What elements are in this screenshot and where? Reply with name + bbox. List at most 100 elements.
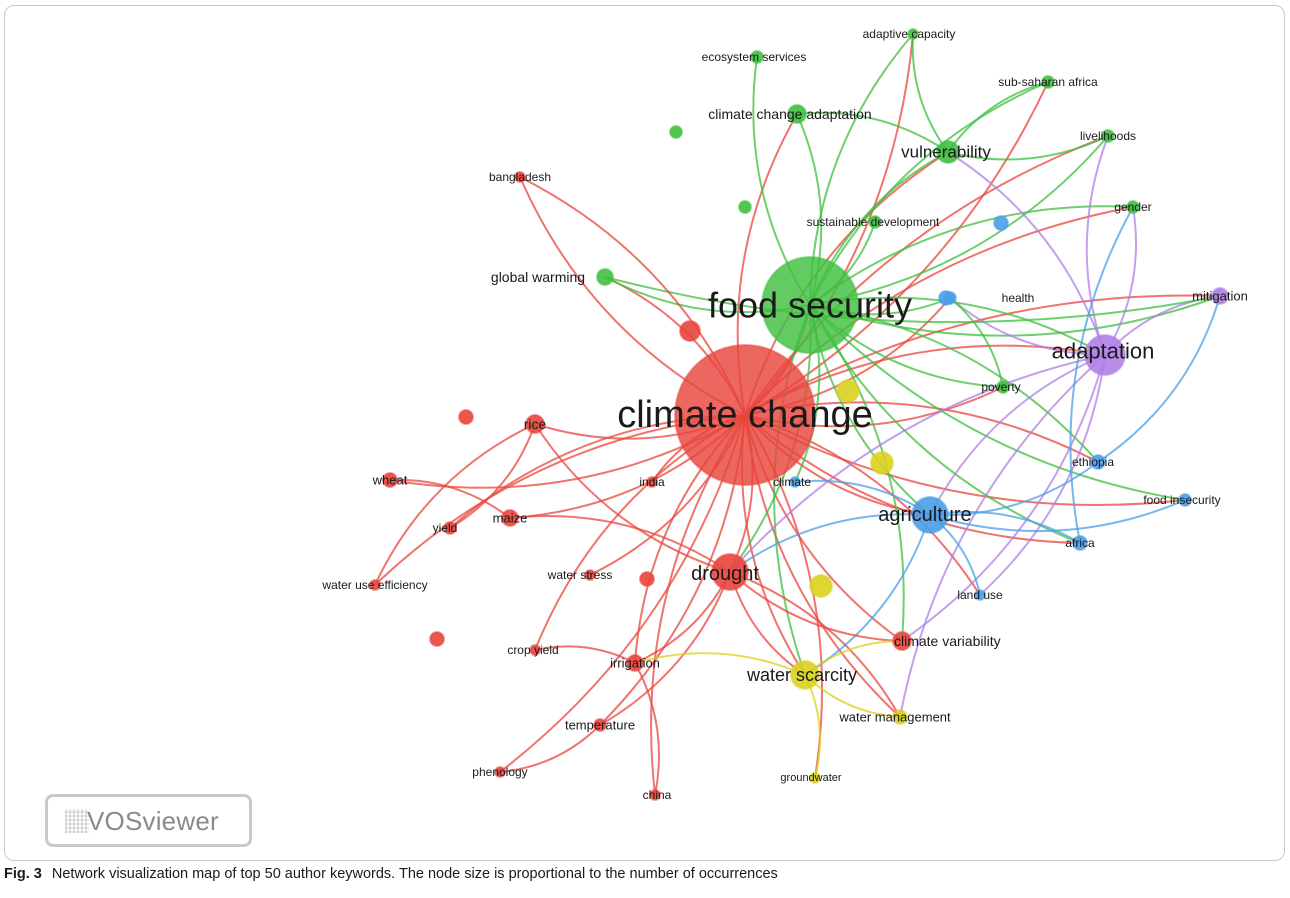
network-link: [947, 81, 1049, 153]
keyword-node-irrigation[interactable]: [626, 654, 644, 672]
keyword-node-ethiopia[interactable]: [1090, 454, 1106, 470]
network-nodes: [369, 28, 1229, 801]
keyword-node-unlabeled-red-1[interactable]: [679, 320, 701, 342]
keyword-node-climate-change[interactable]: [674, 344, 816, 486]
network-link: [389, 478, 511, 519]
keyword-node-sub-saharan-africa[interactable]: [1041, 75, 1055, 89]
keyword-node-temperature[interactable]: [593, 718, 607, 732]
keyword-label-irrigation: irrigation: [610, 656, 660, 671]
keyword-node-unlabeled-blue-2[interactable]: [938, 290, 954, 306]
keyword-node-water-scarcity[interactable]: [790, 660, 820, 690]
keyword-node-adaptive-capacity[interactable]: [907, 28, 919, 40]
network-link: [901, 354, 1106, 642]
keyword-node-unlabeled-green-1[interactable]: [669, 125, 683, 139]
keyword-node-sustainable-development[interactable]: [868, 215, 882, 229]
keyword-label-bangladesh: bangladesh: [489, 170, 551, 184]
keyword-node-water-use-efficiency[interactable]: [369, 579, 381, 591]
keyword-node-india[interactable]: [646, 476, 658, 488]
keyword-node-unlabeled-blue-1[interactable]: [993, 215, 1009, 231]
keyword-label-temperature: temperature: [565, 718, 635, 733]
network-link: [1097, 295, 1221, 463]
keyword-label-poverty: poverty: [981, 380, 1020, 394]
keyword-node-china[interactable]: [649, 789, 661, 801]
keyword-node-vulnerability[interactable]: [936, 140, 960, 164]
network-link: [534, 645, 636, 664]
network-link: [509, 515, 731, 573]
keyword-label-groundwater: groundwater: [780, 772, 841, 784]
keyword-node-climate-variability[interactable]: [892, 631, 912, 651]
keyword-node-phenology[interactable]: [494, 766, 506, 778]
keyword-label-rice: rice: [524, 416, 547, 432]
keyword-label-climate: climate: [773, 475, 811, 489]
keyword-label-land-use: land use: [957, 588, 1003, 602]
keyword-label-agriculture: agriculture: [878, 504, 971, 526]
keyword-node-food-security[interactable]: [761, 256, 859, 354]
keyword-label-mitigation: mitigation: [1192, 289, 1248, 304]
keyword-node-global-warming[interactable]: [596, 268, 614, 286]
keyword-node-unlabeled-yellow-3[interactable]: [809, 574, 833, 598]
keyword-node-unlabeled-red-4[interactable]: [639, 571, 655, 587]
keyword-label-crop-yield: crop yield: [507, 643, 558, 657]
keyword-node-africa[interactable]: [1072, 535, 1088, 551]
network-link: [1069, 206, 1134, 544]
network-link: [534, 423, 731, 573]
keyword-node-gender[interactable]: [1126, 200, 1140, 214]
network-link: [634, 662, 660, 796]
keyword-label-livelihoods: livelihoods: [1080, 129, 1136, 143]
keyword-label-water-use-efficiency: water use efficiency: [321, 578, 427, 592]
keyword-label-yield: yield: [433, 521, 458, 535]
keyword-label-maize: maize: [493, 511, 528, 526]
network-link: [929, 461, 1099, 517]
network-link: [979, 354, 1106, 596]
keyword-node-yield[interactable]: [443, 521, 457, 535]
network-link: [449, 423, 536, 529]
keyword-label-china: china: [643, 788, 672, 802]
keyword-node-unlabeled-yellow-2[interactable]: [870, 451, 894, 475]
keyword-node-unlabeled-yellow-1[interactable]: [836, 379, 860, 403]
keyword-node-livelihoods[interactable]: [1101, 129, 1115, 143]
keyword-node-drought[interactable]: [711, 553, 749, 591]
keyword-label-health: health: [1002, 291, 1035, 305]
keyword-node-crop-yield[interactable]: [529, 644, 541, 656]
keyword-label-adaptive-capacity: adaptive capacity: [863, 27, 956, 41]
keyword-node-unlabeled-green-2[interactable]: [738, 200, 752, 214]
keyword-node-poverty[interactable]: [996, 380, 1010, 394]
keyword-node-ecosystem-services[interactable]: [750, 50, 764, 64]
keyword-node-bangladesh[interactable]: [514, 171, 526, 183]
keyword-node-rice[interactable]: [525, 414, 545, 434]
network-link: [729, 513, 931, 573]
network-link: [374, 423, 536, 586]
keyword-node-land-use[interactable]: [974, 589, 986, 601]
keyword-node-mitigation[interactable]: [1211, 287, 1229, 305]
figure-caption: Fig. 3 Network visualization map of top 5…: [4, 866, 778, 882]
keyword-label-africa: africa: [1065, 536, 1095, 550]
keyword-label-sub-saharan-africa: sub-saharan africa: [998, 75, 1098, 89]
network-link: [947, 151, 1106, 356]
network-link: [796, 111, 949, 153]
network-link: [729, 571, 901, 718]
keyword-node-climate-change-adaptation[interactable]: [787, 104, 807, 124]
vosviewer-logo-text: VOSviewer: [87, 806, 219, 836]
keyword-label-gender: gender: [1114, 200, 1151, 214]
keyword-label-climate-change: climate change: [617, 394, 873, 436]
keyword-label-ethiopia: ethiopia: [1072, 455, 1114, 469]
network-link: [804, 674, 821, 779]
keyword-node-maize[interactable]: [501, 509, 519, 527]
keyword-label-food-insecurity: food insecurity: [1143, 493, 1220, 507]
keyword-node-water-stress[interactable]: [584, 569, 596, 581]
network-link: [729, 571, 903, 642]
keyword-node-adaptation[interactable]: [1084, 334, 1126, 376]
keyword-label-global-warming: global warming: [491, 269, 585, 285]
keyword-node-wheat[interactable]: [382, 472, 398, 488]
keyword-node-water-management[interactable]: [892, 709, 908, 725]
keyword-node-agriculture[interactable]: [911, 496, 949, 534]
keyword-node-climate[interactable]: [789, 476, 801, 488]
caption-text: Network visualization map of top 50 auth…: [51, 866, 778, 882]
network-link: [729, 354, 1106, 573]
keyword-label-climate-change-adaptation: climate change adaptation: [708, 106, 871, 122]
keyword-node-unlabeled-red-3[interactable]: [429, 631, 445, 647]
keyword-node-groundwater[interactable]: [809, 772, 821, 784]
keyword-node-unlabeled-red-2[interactable]: [458, 409, 474, 425]
keyword-node-food-insecurity[interactable]: [1178, 493, 1192, 507]
network-link: [929, 499, 1186, 533]
